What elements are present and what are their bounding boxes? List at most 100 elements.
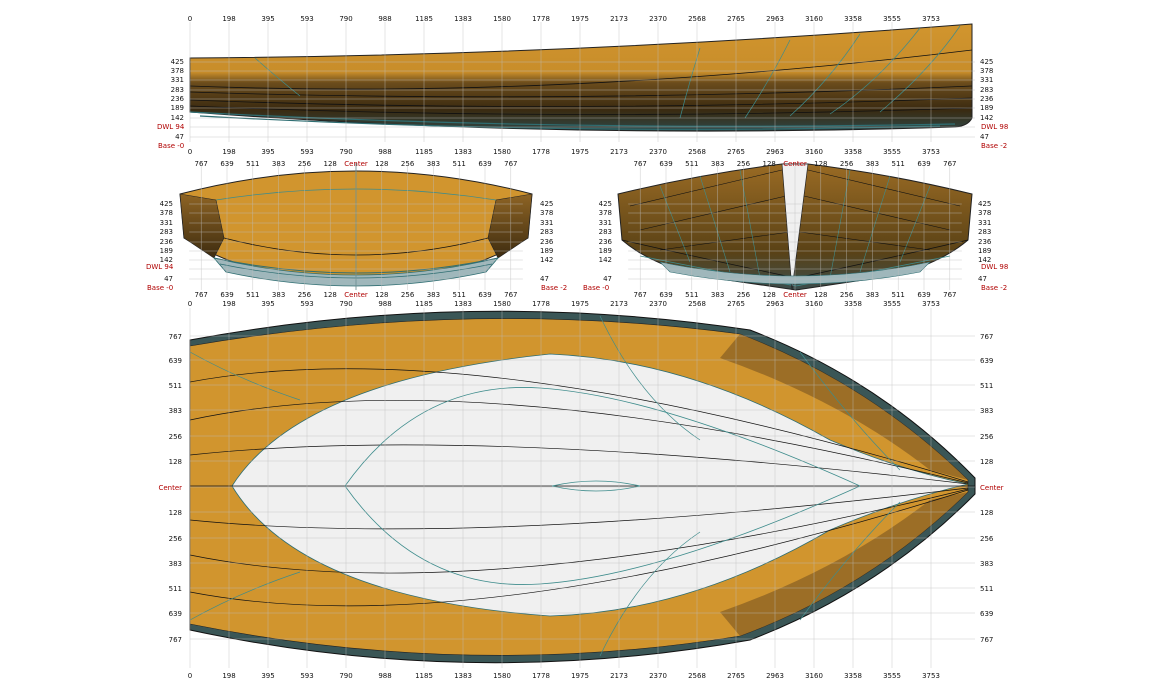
aft-height-right: 47 [540, 275, 549, 283]
plan-tick-bottom: 2963 [766, 672, 784, 680]
plan-beam-left: 256 [169, 433, 183, 441]
profile-height-right: 283 [980, 86, 993, 94]
aft-height-right: 283 [540, 228, 553, 236]
fwd-height-left: 331 [599, 219, 612, 227]
profile-tick-bottom: 198 [222, 148, 235, 156]
profile-tick-top: 2765 [727, 15, 745, 23]
plan-beam-left: 383 [169, 407, 182, 415]
plan-tick-bottom: 1975 [571, 672, 589, 680]
profile-tick-top: 395 [261, 15, 274, 23]
plan-beam-right: 256 [980, 535, 994, 543]
plan-tick-top: 2765 [727, 300, 745, 308]
fwd-tick-top: 639 [917, 160, 930, 168]
profile-tick-top: 1383 [454, 15, 472, 23]
profile-tick-bottom: 2765 [727, 148, 745, 156]
fwd-height-left: 425 [599, 200, 612, 208]
plan-beam-right: 767 [980, 333, 993, 341]
aft-tick-bottom: 383 [427, 291, 440, 299]
fwd-height-right: 142 [978, 256, 991, 264]
profile-tick-bottom: 395 [261, 148, 274, 156]
fwd-tick-bottom: 383 [711, 291, 724, 299]
plan-beam-right: 639 [980, 357, 993, 365]
fwd-tick-bottom: 767 [634, 291, 647, 299]
aft-tick-top: 639 [478, 160, 491, 168]
plan-beam-left: Center [158, 484, 182, 492]
fwd-tick-top: 767 [634, 160, 647, 168]
fwd-tick-top: Center [783, 160, 807, 168]
fwd-tick-bottom: 767 [943, 291, 956, 299]
plan-beam-right: 767 [980, 636, 993, 644]
profile-height-left: 331 [171, 76, 184, 84]
plan-beam-left: 639 [169, 357, 182, 365]
plan-beam-left: 511 [169, 382, 182, 390]
aft-height-right: 189 [540, 247, 553, 255]
plan-beam-left: 383 [169, 560, 182, 568]
profile-tick-top: 3753 [922, 15, 940, 23]
aft-height-left: 378 [160, 209, 173, 217]
plan-tick-top: 3555 [883, 300, 901, 308]
plan-tick-bottom: 3358 [844, 672, 862, 680]
aft-tick-bottom: 511 [246, 291, 259, 299]
plan-tick-top: 1778 [532, 300, 550, 308]
plan-tick-bottom: 1383 [454, 672, 472, 680]
fwd-tick-bottom: 256 [737, 291, 751, 299]
plan-tick-bottom: 395 [261, 672, 274, 680]
aft-tick-top: Center [344, 160, 368, 168]
profile-height-left: 142 [171, 114, 184, 122]
fwd-height-right: 236 [978, 238, 992, 246]
aft-tick-top: 128 [324, 160, 337, 168]
fwd-tick-top: 256 [840, 160, 854, 168]
aft-tick-top: 256 [298, 160, 312, 168]
aft-tick-bottom: Center [344, 291, 368, 299]
profile-tick-top: 1778 [532, 15, 550, 23]
profile-height-left: 378 [171, 67, 184, 75]
fwd-tick-top: 639 [659, 160, 672, 168]
fwd-tick-top: 767 [943, 160, 956, 168]
plan-tick-bottom: 3555 [883, 672, 901, 680]
aft-tick-top: 383 [427, 160, 440, 168]
plan-tick-bottom: 0 [188, 672, 192, 680]
plan-tick-bottom: 790 [339, 672, 352, 680]
fwd-height-left: 378 [599, 209, 612, 217]
fwd-tick-bottom: Center [783, 291, 807, 299]
profile-tick-top: 593 [300, 15, 313, 23]
plan-tick-top: 0 [188, 300, 192, 308]
fwd-tick-top: 383 [866, 160, 879, 168]
profile-tick-bottom: 0 [188, 148, 192, 156]
fwd-tick-bottom: 256 [840, 291, 854, 299]
plan-beam-left: 128 [169, 509, 182, 517]
fwd-tick-bottom: 639 [659, 291, 672, 299]
profile-tick-top: 790 [339, 15, 352, 23]
plan-tick-top: 2370 [649, 300, 667, 308]
aft-height-right: 378 [540, 209, 553, 217]
profile-tick-top: 3160 [805, 15, 823, 23]
plan-view: 0 198 395 593 790 988 1185 1383 1580 1778 1975 2173… [158, 300, 1003, 680]
profile-tick-bottom: 1778 [532, 148, 550, 156]
aft-tick-top: 511 [453, 160, 466, 168]
profile-tick-top: 3358 [844, 15, 862, 23]
profile-tick-bottom: 2963 [766, 148, 784, 156]
plan-beam-left: 256 [169, 535, 183, 543]
profile-tick-bottom: 790 [339, 148, 352, 156]
plan-tick-top: 2173 [610, 300, 628, 308]
fwd-height-left: 189 [599, 247, 612, 255]
profile-height-right: 331 [980, 76, 993, 84]
profile-height-right: 236 [980, 95, 994, 103]
fwd-base-right: Base -2 [981, 284, 1007, 292]
profile-tick-bottom: 2568 [688, 148, 706, 156]
aft-tick-top: 767 [504, 160, 517, 168]
fwd-tick-top: 256 [737, 160, 751, 168]
plan-tick-bottom: 2568 [688, 672, 706, 680]
plan-tick-top: 790 [339, 300, 352, 308]
plan-tick-bottom: 2173 [610, 672, 628, 680]
body-plan-forward-view: 767 639 511 383 256 128 Center 128 256 383 511 639 7… [583, 160, 1008, 299]
profile-tick-bottom: 3555 [883, 148, 901, 156]
plan-beam-left: 128 [169, 458, 182, 466]
plan-beam-right: 383 [980, 407, 993, 415]
plan-tick-top: 1185 [415, 300, 433, 308]
fwd-height-right: 331 [978, 219, 991, 227]
aft-height-left: 189 [160, 247, 173, 255]
profile-height-left: 283 [171, 86, 184, 94]
profile-height-right: 425 [980, 58, 993, 66]
fwd-base-left: Base -0 [583, 284, 609, 292]
